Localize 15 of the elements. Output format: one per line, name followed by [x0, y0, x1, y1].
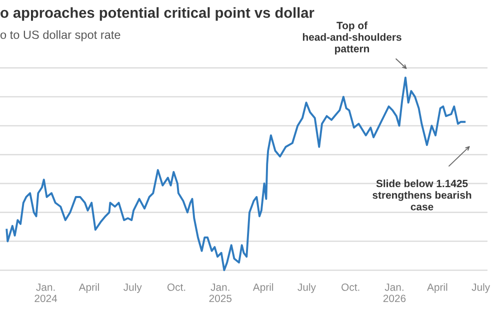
- chart-title: o approaches potential critical point vs dollar: [0, 7, 314, 21]
- annotation: Slide below 1.1425 strengthens bearish case: [372, 180, 472, 210]
- chart-subtitle: o to US dollar spot rate: [0, 30, 120, 42]
- x-tick-label: Oct.: [342, 284, 360, 291]
- x-tick-label: Jan. 2026: [383, 284, 406, 302]
- text: Top of head-and-shoulders pattern: [302, 22, 402, 54]
- x-tick-label: July: [472, 283, 490, 293]
- x-tick-label: July: [298, 283, 316, 293]
- x-tick-label: April: [252, 283, 274, 293]
- x-tick-label: Jan. 2025: [209, 284, 232, 302]
- x-tick-label: April: [78, 283, 99, 293]
- x-tick-label: July: [124, 283, 142, 293]
- x-tick-label: Jan. 2024: [34, 284, 58, 302]
- x-tick-label: Oct.: [167, 284, 186, 291]
- x-tick-label: April: [427, 283, 448, 293]
